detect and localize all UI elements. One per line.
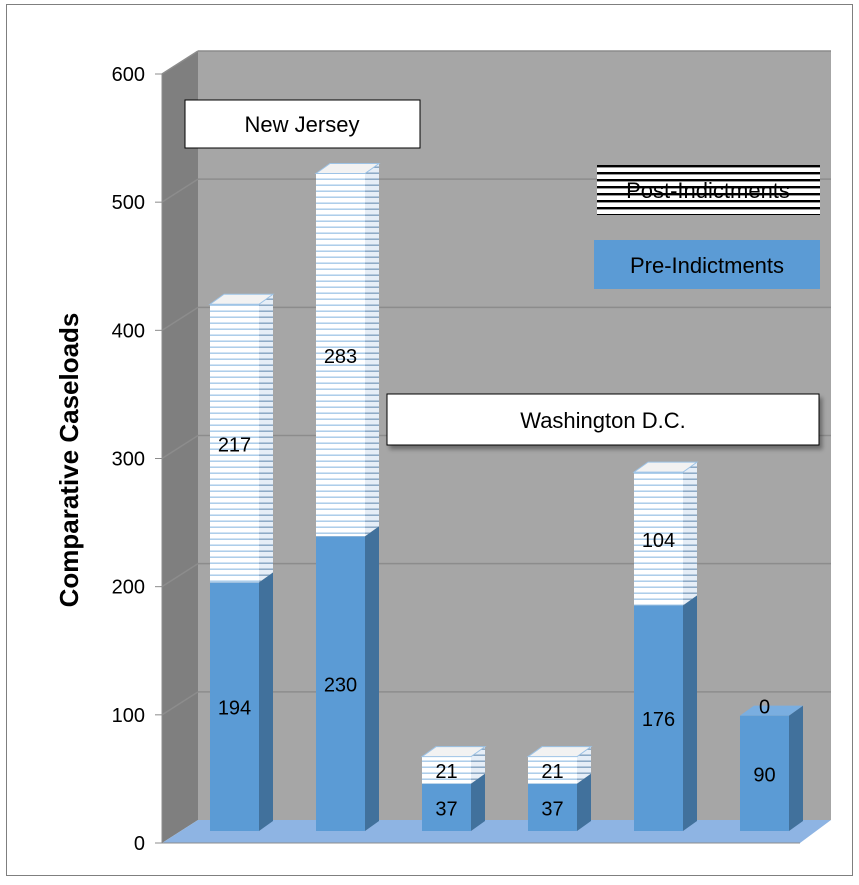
legend-pre-label: Pre-Indictments [630, 253, 784, 278]
gridlines [161, 50, 831, 716]
data-label-pre: 37 [435, 798, 457, 820]
data-label-pre: 37 [541, 798, 563, 820]
bar-pre [210, 582, 259, 831]
gridline-side [161, 563, 199, 588]
bar-pre [528, 783, 577, 831]
y-tick-labels: 0 100 200 300 400 500 600 [112, 64, 162, 855]
y-tick-label: 300 [112, 449, 145, 471]
legend-post-swatch [597, 165, 820, 215]
gridline-side [161, 306, 199, 331]
bar-pre [634, 605, 683, 831]
data-labels: 194 217 230 283 37 21 37 21 176 104 90 0 [218, 346, 776, 820]
bar-pre [316, 536, 365, 831]
data-label-post: 21 [541, 761, 563, 783]
y-tick-label: 500 [112, 192, 145, 214]
bar-top [314, 163, 381, 175]
gridline-side [161, 50, 199, 75]
bar-post-side [365, 163, 379, 537]
data-label-post: 217 [218, 434, 251, 456]
data-label-pre: 176 [642, 709, 675, 731]
bar-post-side [471, 746, 485, 784]
legend-post-label: Post-Indictments [626, 178, 790, 203]
bar-post-side [259, 294, 273, 583]
data-label-post: 104 [642, 530, 675, 552]
bar-post [210, 304, 259, 583]
bar-post [528, 756, 577, 784]
bar-pre-side [365, 526, 379, 831]
annotation-new-jersey: New Jersey [245, 112, 360, 137]
data-label-pre: 230 [324, 675, 357, 697]
bar-top [740, 705, 803, 716]
bar-pre-side [789, 705, 803, 831]
legend: Post-Indictments Pre-Indictments [594, 165, 820, 289]
annotation-washington: Washington D.C. [520, 408, 685, 433]
y-tick-label: 100 [112, 705, 145, 727]
bar-post [422, 756, 471, 784]
bar-top [526, 746, 593, 758]
annotation-new-jersey-box [184, 99, 421, 149]
bar-top [208, 293, 275, 305]
data-label-post: 21 [435, 761, 457, 783]
annotation-washington-box [386, 393, 820, 446]
bars [208, 163, 803, 831]
bar-pre [422, 783, 471, 831]
bar-pre-side [259, 572, 273, 831]
bar-pre-side [683, 595, 697, 831]
data-label-post: 0 [759, 697, 770, 719]
gridline-side [161, 178, 199, 203]
y-tick-label: 400 [112, 320, 145, 342]
bar-top [420, 746, 487, 758]
legend-pre-swatch [594, 240, 820, 289]
bar-pre-side [471, 773, 485, 831]
data-label-post: 283 [324, 346, 357, 368]
bar-post-side [577, 746, 591, 784]
y-axis-title: Comparative Caseloads [54, 313, 84, 608]
y-tick-label: 0 [134, 833, 145, 855]
bar-post [634, 472, 683, 606]
data-label-pre: 194 [218, 698, 251, 720]
bar-pre-side [577, 773, 591, 831]
gridline-side [161, 434, 199, 460]
bar-top [632, 461, 699, 473]
bar-post-side [683, 462, 697, 606]
data-label-pre: 90 [753, 764, 775, 786]
gridline-side [161, 691, 199, 716]
bar-pre [740, 715, 789, 831]
bar-post [316, 173, 365, 537]
y-tick-label: 200 [112, 577, 145, 599]
y-tick-label: 600 [112, 64, 145, 86]
